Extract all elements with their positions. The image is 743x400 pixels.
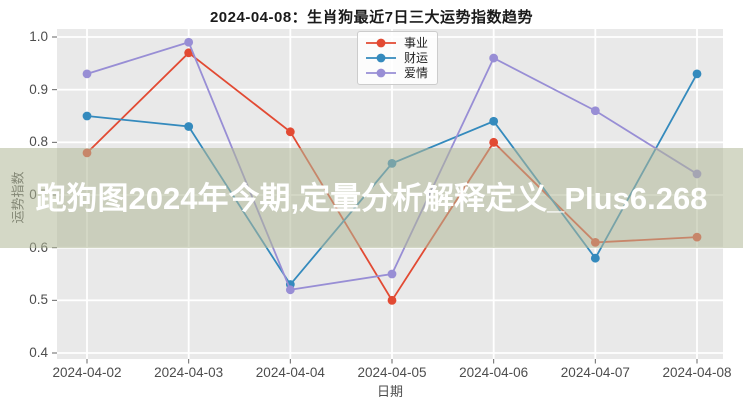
legend: 事业 财运 爱情 xyxy=(357,31,439,85)
chart-title: 2024-04-08：生肖狗最近7日三大运势指数趋势 xyxy=(209,9,534,26)
data-point-事业 xyxy=(285,127,295,137)
data-point-爱情 xyxy=(590,106,600,116)
legend-label: 财运 xyxy=(404,51,429,65)
legend-marker-icon xyxy=(366,38,396,48)
data-point-财运 xyxy=(489,116,499,126)
data-point-事业 xyxy=(489,137,499,147)
y-tick-label: 0.5 xyxy=(29,292,48,308)
legend-item-爱情: 爱情 xyxy=(364,66,428,80)
legend-marker-icon xyxy=(366,68,396,78)
x-tick-label: 2024-04-07 xyxy=(560,365,630,380)
legend-item-事业: 事业 xyxy=(364,36,428,50)
data-point-爱情 xyxy=(184,37,194,47)
watermark-band: 跑狗图2024年今期,定量分析解释定义_Plus6.268 xyxy=(0,148,743,248)
x-tick-label: 2024-04-03 xyxy=(154,365,224,380)
data-point-财运 xyxy=(590,253,600,263)
legend-label: 爱情 xyxy=(404,66,429,80)
y-tick-label: 0.8 xyxy=(29,134,48,150)
x-axis-title: 日期 xyxy=(376,384,403,399)
watermark-text: 跑狗图2024年今期,定量分析解释定义_Plus6.268 xyxy=(35,180,708,216)
data-point-爱情 xyxy=(285,285,295,295)
data-point-爱情 xyxy=(82,69,92,79)
legend-item-财运: 财运 xyxy=(364,51,428,65)
x-tick-label: 2024-04-08 xyxy=(662,365,732,380)
data-point-爱情 xyxy=(387,269,397,279)
data-point-事业 xyxy=(184,48,194,58)
legend-label: 事业 xyxy=(404,36,429,50)
y-tick-label: 1.0 xyxy=(29,29,48,44)
legend-marker-icon xyxy=(366,53,396,63)
x-tick-label: 2024-04-05 xyxy=(357,365,427,380)
x-tick-label: 2024-04-04 xyxy=(255,365,325,380)
y-tick-label: 0.9 xyxy=(29,81,48,97)
data-point-事业 xyxy=(387,295,397,305)
data-point-财运 xyxy=(82,111,92,121)
data-point-爱情 xyxy=(489,53,499,63)
x-tick-label: 2024-04-02 xyxy=(52,365,122,380)
y-tick-label: 0.4 xyxy=(29,345,48,360)
x-tick-label: 2024-04-06 xyxy=(459,365,529,380)
data-point-财运 xyxy=(184,122,194,131)
data-point-财运 xyxy=(692,69,702,79)
